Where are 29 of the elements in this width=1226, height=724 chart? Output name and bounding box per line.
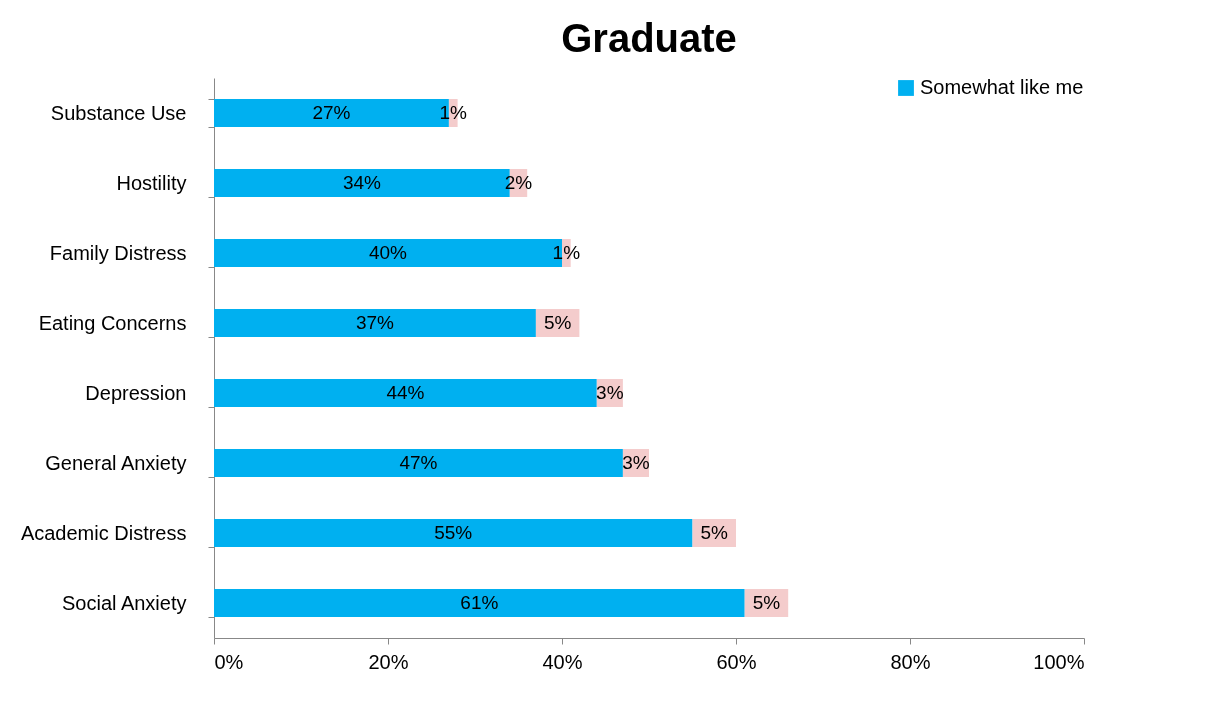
y-tick-label: Substance Use [50, 101, 187, 124]
x-tick-label: 60% [716, 650, 757, 673]
data-label: 55% [434, 522, 473, 543]
data-label: 37% [355, 312, 395, 333]
data-label: 40% [368, 242, 408, 263]
data-label: 47% [399, 452, 438, 473]
data-label: 3% [622, 452, 650, 473]
x-tick-label: 40% [542, 650, 583, 673]
data-label: 5% [700, 522, 729, 543]
x-tick-label: 20% [368, 650, 409, 673]
data-label: 44% [386, 382, 425, 403]
y-tick-label: Academic Distress [20, 521, 187, 544]
y-tick-label: Social Anxiety [61, 591, 187, 614]
y-tick-label: Hostility [116, 171, 187, 194]
data-label: 61% [460, 592, 499, 613]
x-tick-label: 0% [214, 650, 244, 673]
legend-label: Somewhat like me [920, 76, 1084, 98]
y-tick-label: Depression [85, 381, 187, 404]
data-label: 5% [543, 312, 572, 333]
x-tick-label: 80% [890, 650, 931, 673]
data-label: 27% [312, 102, 351, 123]
data-label: 3% [596, 382, 624, 403]
y-tick-label: General Anxiety [45, 451, 187, 474]
data-label: 34% [342, 172, 382, 193]
chart-title: Graduate [561, 16, 737, 60]
x-tick-label: 100% [1033, 650, 1085, 673]
y-tick-label: Family Distress [49, 241, 187, 264]
y-tick-label: Eating Concerns [38, 311, 187, 334]
data-label: 5% [752, 592, 781, 613]
